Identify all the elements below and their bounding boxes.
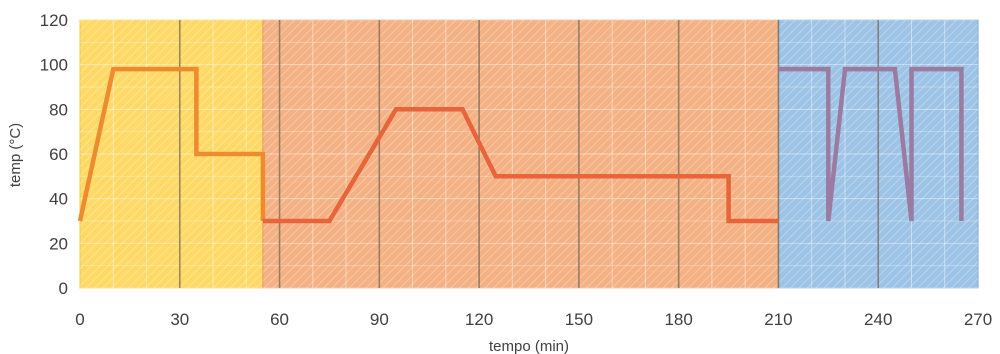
y-tick-label: 80 bbox=[49, 100, 68, 119]
y-tick-label: 0 bbox=[59, 279, 68, 298]
x-tick-label: 60 bbox=[270, 310, 289, 329]
y-tick-label: 40 bbox=[49, 190, 68, 209]
x-tick-label: 180 bbox=[664, 310, 692, 329]
y-tick-label: 20 bbox=[49, 234, 68, 253]
y-tick-label: 60 bbox=[49, 145, 68, 164]
series-line-1 bbox=[77, 66, 266, 222]
y-axis-title: temp (°C) bbox=[7, 123, 24, 187]
series-line-3 bbox=[778, 66, 964, 222]
x-tick-label: 30 bbox=[170, 310, 189, 329]
phase-hatch-2 bbox=[262, 20, 779, 288]
x-tick-label: 270 bbox=[964, 310, 992, 329]
phase-bands bbox=[79, 19, 979, 289]
x-tick-label: 0 bbox=[75, 310, 84, 329]
x-tick-label: 90 bbox=[370, 310, 389, 329]
series-line-2 bbox=[262, 107, 779, 224]
series-lines bbox=[77, 66, 964, 224]
x-axis-title: tempo (min) bbox=[489, 338, 569, 354]
x-tick-label: 150 bbox=[565, 310, 593, 329]
y-tick-label: 100 bbox=[40, 56, 68, 75]
y-tick-labels: 0 20 40 60 80 100 120 bbox=[40, 11, 68, 298]
x-tick-label: 120 bbox=[465, 310, 493, 329]
x-tick-label: 210 bbox=[764, 310, 792, 329]
x-tick-labels: 0 30 60 90 120 150 180 210 240 270 bbox=[75, 310, 992, 329]
y-tick-label: 120 bbox=[40, 11, 68, 30]
x-tick-label: 240 bbox=[864, 310, 892, 329]
